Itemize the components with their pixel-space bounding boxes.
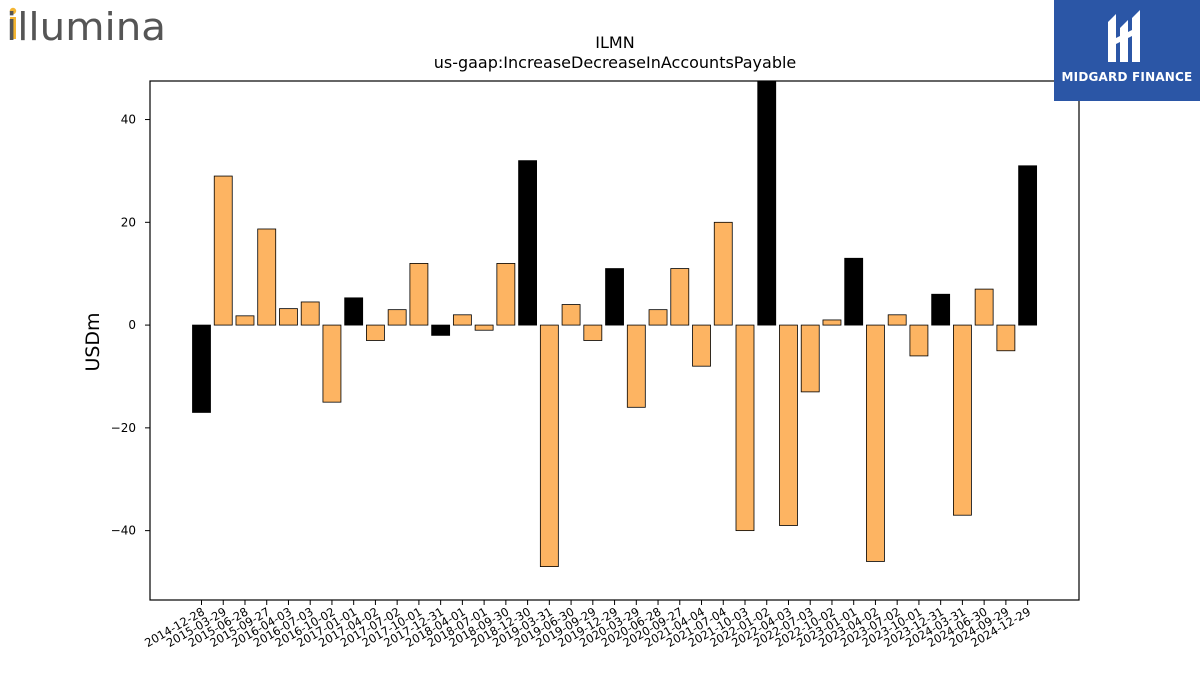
bar-2020-09-27 [670,268,690,326]
bar-2017-04-02 [366,324,385,341]
bar-2018-09-30 [496,263,516,326]
bar-2024-03-31 [953,324,972,516]
bar-2015-09-27 [257,228,277,326]
bar-2018-12-30 [518,160,537,326]
bar-2018-04-01 [452,314,472,326]
bar-2023-07-02 [887,314,907,326]
y-tick-label: −20 [111,421,136,435]
bar-2016-10-02 [322,324,342,403]
x-ticks-group: 2014-12-282015-03-292015-06-282015-09-27… [142,600,1033,650]
illumina-logo-dot [9,7,17,15]
bar-2023-12-31 [931,293,951,326]
bar-2021-07-04 [713,221,733,326]
bar-2020-06-28 [648,309,668,326]
bar-2014-12-28 [192,324,211,413]
y-tick-label: 0 [128,318,136,332]
bar-2017-10-01 [409,263,429,326]
bar-2022-07-03 [800,324,820,393]
bar-2024-09-29 [996,324,1016,352]
y-ticks-group: −40 −20 0 20 40 [111,113,150,538]
midgard-logo-text: MIDGARD FINANCE [1061,70,1193,84]
illumina-logo-stem [10,17,16,39]
illumina-logo-wordmark: illumina [6,5,166,49]
y-tick-label: −40 [111,524,136,538]
bar-2019-03-31 [539,324,559,567]
illumina-logo-mark: illumina [6,5,166,49]
y-tick-label: 20 [121,215,136,229]
bar-2016-04-03 [279,308,298,326]
bar-2017-01-01 [344,297,364,326]
y-axis-label: USDm [82,312,104,371]
bar-2018-07-01 [474,324,494,331]
midgard-logo-mark [1108,10,1140,62]
bar-2019-12-29 [605,268,624,326]
bar-2023-10-01 [909,324,929,357]
bar-2021-10-03 [735,324,755,532]
midgard-finance-logo: MIDGARD FINANCE [1054,0,1200,101]
bar-2015-06-28 [235,315,255,326]
bar-2017-12-31 [431,324,451,336]
bar-2019-06-30 [561,304,581,326]
chart-title: ILMN [595,33,634,52]
plot-frame [149,80,1080,601]
chart-subtitle: us-gaap:IncreaseDecreaseInAccountsPayabl… [434,53,797,72]
bar-2022-01-02 [757,80,777,326]
bar-2019-09-29 [583,324,603,341]
y-tick-label: 40 [121,113,136,127]
bar-2024-12-29 [1018,165,1038,326]
bar-2023-04-02 [866,324,885,562]
bar-2017-07-02 [387,309,407,326]
bars-group [192,80,1038,567]
bar-2021-04-04 [692,324,711,367]
bar-2024-06-30 [974,288,994,326]
bar-2023-01-01 [844,257,864,326]
bar-2016-07-03 [300,301,320,326]
bar-2015-03-29 [213,175,233,326]
bar-2022-04-03 [779,324,798,526]
bar-2020-03-29 [626,324,646,408]
illumina-logo: illumina [4,0,184,50]
bar-2022-10-02 [822,319,842,326]
